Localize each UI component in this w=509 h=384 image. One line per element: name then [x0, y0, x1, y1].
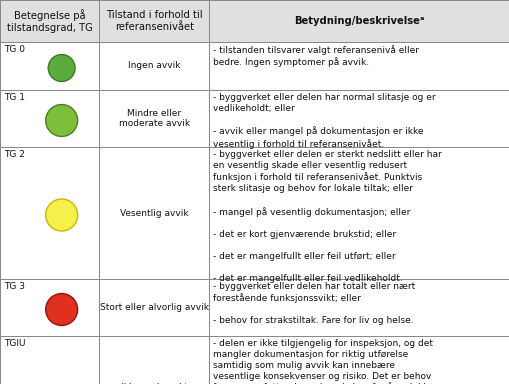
Circle shape — [46, 104, 77, 136]
Circle shape — [46, 199, 77, 231]
Bar — [0, 42, 99, 90]
Text: Vesentlig avvik: Vesentlig avvik — [120, 209, 188, 217]
Bar — [209, 42, 509, 90]
Bar — [0, 336, 99, 384]
Text: - byggverket eller delen er sterkt nedslitt eller har
en vesentlig skade eller v: - byggverket eller delen er sterkt nedsl… — [213, 150, 441, 283]
Bar — [99, 90, 209, 147]
Text: Stort eller alvorlig avvik: Stort eller alvorlig avvik — [100, 303, 208, 312]
Bar — [0, 0, 99, 42]
Bar — [0, 90, 99, 147]
Text: Betegnelse på
tilstandsgrad, TG: Betegnelse på tilstandsgrad, TG — [7, 9, 93, 33]
Circle shape — [46, 293, 77, 326]
Bar — [209, 0, 509, 42]
Text: Ikke undersøkt: Ikke undersøkt — [121, 383, 187, 384]
Text: Tilstand i forhold til
referansenivået: Tilstand i forhold til referansenivået — [106, 10, 202, 32]
Text: TG 0: TG 0 — [4, 45, 25, 54]
Bar — [99, 336, 209, 384]
Bar — [0, 279, 99, 336]
Bar — [209, 336, 509, 384]
Bar — [99, 42, 209, 90]
Bar — [99, 0, 209, 42]
Bar — [99, 279, 209, 336]
Bar — [209, 279, 509, 336]
Text: - delen er ikke tilgjengelig for inspeksjon, og det
mangler dokumentasjon for ri: - delen er ikke tilgjengelig for inspeks… — [213, 339, 433, 384]
Text: Ingen avvik: Ingen avvik — [128, 61, 180, 71]
Bar — [209, 147, 509, 279]
Bar — [209, 90, 509, 147]
Text: - byggverket eller delen har totalt eller nært
forestående funksjonssvikt; eller: - byggverket eller delen har totalt elle… — [213, 282, 414, 325]
Text: TG 2: TG 2 — [4, 150, 25, 159]
Bar — [0, 147, 99, 279]
Text: Mindre eller
moderate avvik: Mindre eller moderate avvik — [119, 109, 189, 128]
Text: TGIU: TGIU — [4, 339, 25, 348]
Text: TG 3: TG 3 — [4, 282, 25, 291]
Circle shape — [48, 55, 75, 81]
Bar — [99, 147, 209, 279]
Text: TG 1: TG 1 — [4, 93, 25, 102]
Text: - tilstanden tilsvarer valgt referansenivå eller
bedre. Ingen symptomer på avvik: - tilstanden tilsvarer valgt referanseni… — [213, 45, 418, 67]
Text: Betydning/beskrivelseᵃ: Betydning/beskrivelseᵃ — [294, 16, 424, 26]
Text: - byggverket eller delen har normal slitasje og er
vedlikeholdt; eller

- avvik : - byggverket eller delen har normal slit… — [213, 93, 435, 149]
